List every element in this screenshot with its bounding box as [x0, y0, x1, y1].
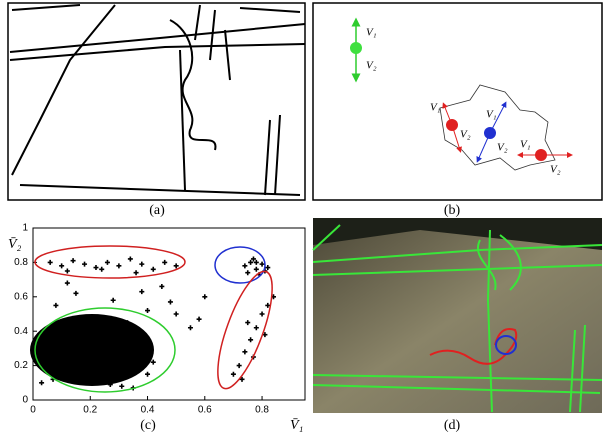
x-tick-label: 0.6 — [198, 405, 212, 416]
panel-a-frame — [8, 3, 305, 200]
dot — [350, 42, 362, 54]
panel-b: V₁ V₂ V₁ V₂ V₁ V₂ V₁ V₂ (b) — [313, 3, 602, 218]
x-axis-label: V̄₁ — [290, 418, 303, 433]
y-tick-label: 0.8 — [14, 257, 28, 268]
y-tick-label: 1 — [22, 223, 28, 234]
figure: (a) V₁ V₂ V₁ V₂ V₁ V₂ V₁ V₂ (b) 0 0.2 0.4 0… — [0, 0, 605, 439]
vector-label: V₂ — [366, 60, 377, 72]
vector-label: V₂ — [497, 142, 508, 154]
x-tick-label: 0 — [30, 405, 36, 416]
panel-d: (d) — [313, 218, 602, 433]
vector-label: V₁ — [486, 109, 497, 121]
y-tick-label: 0.4 — [14, 326, 28, 337]
vector-label: V₁ — [366, 27, 377, 39]
x-tick-label: 0.8 — [255, 405, 269, 416]
y-tick-label: 0.6 — [14, 291, 28, 302]
vector-label: V₂ — [460, 129, 471, 141]
vector-label: V₂ — [550, 164, 561, 176]
y-tick-label: 0 — [22, 395, 28, 406]
dot — [446, 119, 458, 131]
y-axis-label: V̄₂ — [8, 237, 22, 252]
page: (a) V₁ V₂ V₁ V₂ V₁ V₂ V₁ V₂ (b) 0 0.2 0.4 0… — [0, 0, 605, 439]
x-tick-label: 0.2 — [83, 405, 97, 416]
panel-a: (a) — [8, 3, 305, 218]
vector-label: V₁ — [430, 102, 441, 114]
y-tick-label: 0.2 — [14, 360, 28, 371]
dot — [535, 149, 547, 161]
vector-label: V₁ — [520, 139, 531, 151]
caption: (a) — [149, 203, 165, 218]
x-tick-label: 0.4 — [141, 405, 155, 416]
caption: (d) — [444, 418, 461, 433]
caption: (c) — [140, 418, 156, 433]
dot — [484, 127, 496, 139]
caption: (b) — [444, 203, 461, 218]
